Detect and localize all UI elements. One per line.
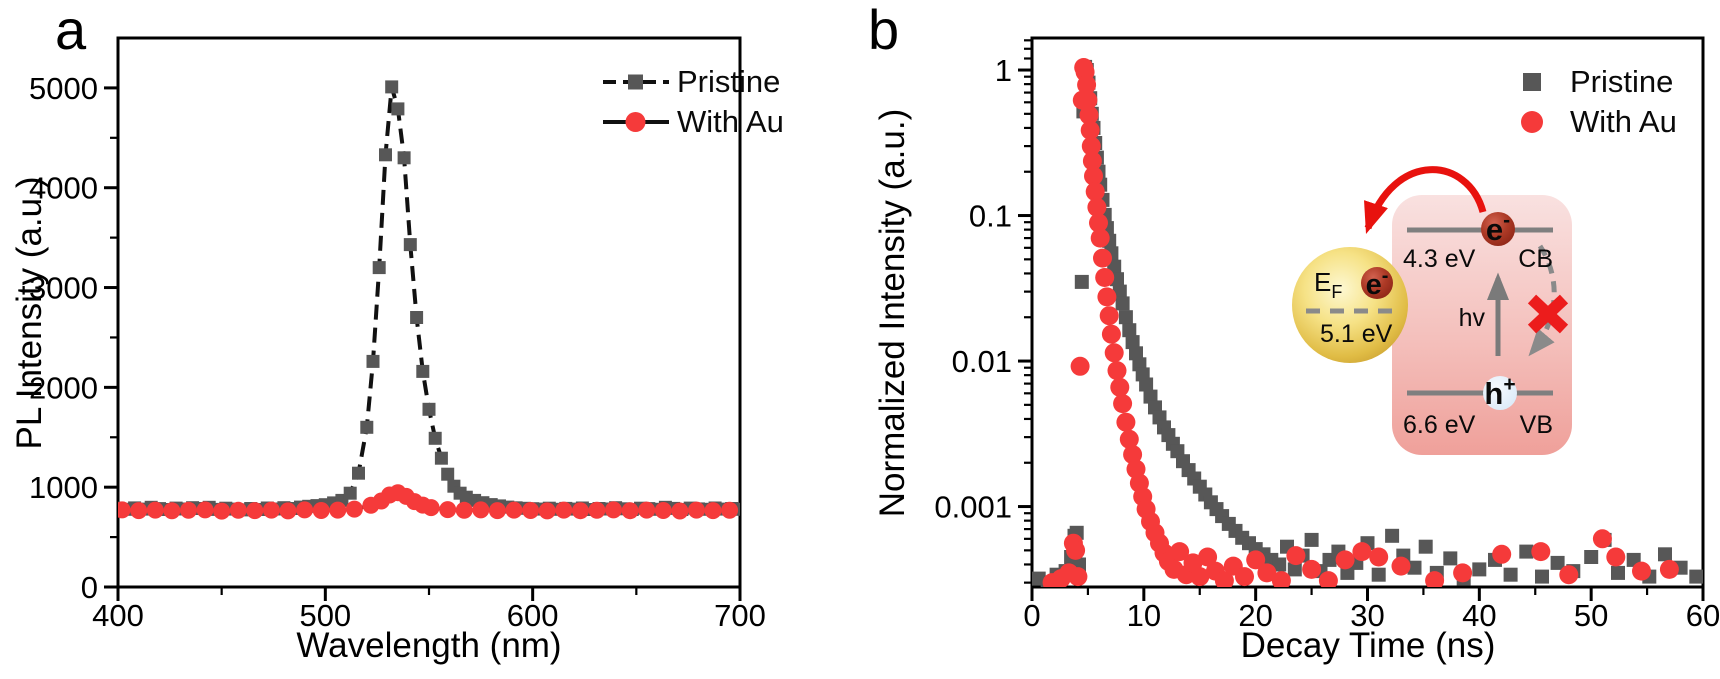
legend-item-pristine: Pristine <box>1520 62 1677 102</box>
decay-scatter-chart: 0 10 20 30 40 50 60 1 0.1 0.01 0.001 <box>934 36 1720 633</box>
blocked-recombination-arrow <box>1528 244 1557 357</box>
panel_a-y-tick-label: 1000 <box>29 470 98 505</box>
fermi-level-label: EF <box>1314 267 1342 302</box>
circle-marker-icon <box>625 112 646 132</box>
panel_a-x-tick-label: 400 <box>92 598 144 633</box>
panel_b-axes: 0 10 20 30 40 50 60 1 0.1 0.01 0.001 <box>934 36 1720 633</box>
panel_b-x-tick-label: 60 <box>1686 598 1720 633</box>
legend-label-with-au: With Au <box>677 104 784 139</box>
legend-panel-b: Pristine With Au <box>1520 62 1677 142</box>
panel-a-label: a <box>55 0 87 61</box>
hole-vb-label: h+ <box>1484 373 1515 411</box>
cross-stroke <box>1527 294 1569 334</box>
legend-label-pristine: Pristine <box>677 64 781 99</box>
panel_a-y-tick-label: 3000 <box>29 271 98 306</box>
legend-item-with-au: With Au <box>1520 102 1677 142</box>
panel_b-frame <box>1030 36 1705 589</box>
h-main: h <box>1484 376 1503 411</box>
panel_b-x-tick-label: 40 <box>1462 598 1496 633</box>
e-main: e <box>1366 269 1382 301</box>
panel_a-y-tick-label: 4000 <box>29 171 98 206</box>
cb-label: CB <box>1518 245 1553 273</box>
vb-label: VB <box>1520 411 1553 439</box>
vb-energy-label: 6.6 eV <box>1403 411 1476 439</box>
panel_a-axes: 400 500 600 700 0 1000 2000 3000 4000 5000 <box>29 36 766 633</box>
panel-b-x-axis-title: Decay Time (ns) <box>1240 626 1496 665</box>
panel_b-x-tick-label: 10 <box>1127 598 1161 633</box>
semiconductor-band-box <box>1392 195 1572 455</box>
panel_b-x-tick-label: 0 <box>1023 598 1040 633</box>
charge-transfer-inset-diagram: 4.3 eV CB hv 6.6 eV VB 5.1 eV EF e- e- h… <box>1292 166 1572 455</box>
panel_b-x-tick-label: 30 <box>1350 598 1384 633</box>
blocked-transition-cross-icon <box>1527 294 1569 334</box>
e-sup: - <box>1382 265 1389 287</box>
electron-icon-cb <box>1481 212 1515 246</box>
e-main: e <box>1486 212 1503 247</box>
panel_a-x-tick-label: 600 <box>507 598 559 633</box>
h-sup: + <box>1503 373 1515 396</box>
panel_a-x-tick-label: 700 <box>714 598 766 633</box>
legend-panel-a: Pristine With Au <box>601 62 784 142</box>
legend-label-pristine: Pristine <box>1570 64 1674 99</box>
pl-spectrum-chart: 400 500 600 700 0 1000 2000 3000 4000 5000 <box>29 36 766 633</box>
with-au-markers <box>1042 58 1679 587</box>
electron-icon-gold <box>1361 267 1393 299</box>
fermi-main: E <box>1314 267 1331 297</box>
panel-a-y-axis-title: PL Intensity (a.u.) <box>10 176 49 450</box>
fermi-sub: F <box>1331 282 1342 302</box>
circle-marker-icon <box>1521 111 1543 133</box>
cb-energy-label: 4.3 eV <box>1403 245 1476 273</box>
photon-energy-label: hv <box>1459 304 1486 332</box>
square-marker-icon <box>1523 73 1541 91</box>
pristine-line <box>118 86 740 512</box>
panel_b-y-tick-label: 1 <box>995 53 1012 88</box>
square-marker <box>1523 73 1541 91</box>
panel_b-y-tick-label: 0.001 <box>934 490 1012 525</box>
pristine-markers <box>118 80 740 517</box>
panel_b-x-tick-label: 50 <box>1574 598 1608 633</box>
legend-item-pristine: Pristine <box>601 62 784 102</box>
panel_b-y-tick-label: 0.1 <box>969 199 1012 234</box>
panel-b-label: b <box>868 0 900 61</box>
with-au-markers <box>118 484 739 520</box>
panel_a-y-tick-label: 0 <box>81 570 98 605</box>
circle-marker <box>1521 111 1543 133</box>
withau-line-circle-marker-icon <box>603 112 669 132</box>
panel-a-x-axis-title: Wavelength (nm) <box>296 626 562 665</box>
electron-transfer-arrow <box>1364 166 1487 234</box>
electron-cb-label: e- <box>1486 209 1510 247</box>
legend-item-with-au: With Au <box>601 102 784 142</box>
legend-label-with-au: With Au <box>1570 104 1677 139</box>
panel_b-series <box>1032 58 1703 587</box>
hole-icon-vb <box>1483 376 1517 410</box>
panel-b-y-axis-title: Normalized Intensity (a.u.) <box>873 108 912 518</box>
panel_a-y-tick-label: 2000 <box>29 370 98 405</box>
panel_a-y-tick-label: 5000 <box>29 71 98 106</box>
panel_a-series <box>118 80 740 520</box>
work-function-label: 5.1 eV <box>1320 320 1393 348</box>
e-sup: - <box>1503 209 1510 232</box>
panel_b-y-tick-label: 0.01 <box>952 344 1012 379</box>
electron-gold-label: e- <box>1366 265 1389 301</box>
panel_a-frame <box>116 36 742 589</box>
pristine-line-square-marker-icon <box>603 74 669 90</box>
panel_b-x-tick-label: 20 <box>1238 598 1272 633</box>
panel_a-x-tick-label: 500 <box>299 598 351 633</box>
square-marker-icon <box>628 74 643 90</box>
